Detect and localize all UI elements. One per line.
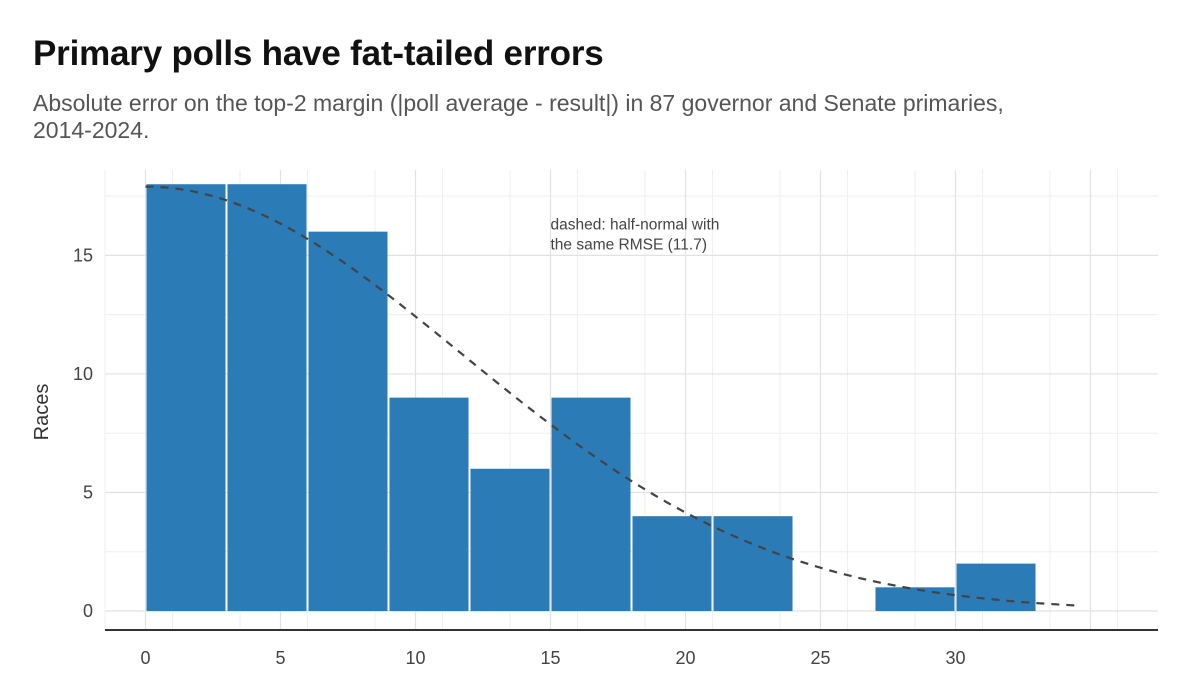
- histogram-bar: [389, 397, 469, 612]
- reference-curve: [145, 185, 1078, 607]
- chart-subtitle: Absolute error on the top-2 margin (|pol…: [33, 90, 1004, 143]
- histogram-bar: [146, 184, 226, 612]
- x-tick-label: 30: [945, 648, 965, 668]
- histogram-bar: [956, 563, 1036, 612]
- x-tick-label: 15: [540, 648, 560, 668]
- histogram-bar: [875, 587, 955, 612]
- half-normal-curve: [145, 185, 1078, 607]
- histogram-bar: [470, 468, 550, 612]
- annotation-line: dashed: half-normal with: [551, 216, 720, 233]
- annotation-line: the same RMSE (11.7): [551, 236, 708, 253]
- x-tick-label: 5: [275, 648, 285, 668]
- histogram-bar: [227, 184, 307, 612]
- x-tick-label: 20: [675, 648, 695, 668]
- x-tick-label: 25: [810, 648, 830, 668]
- y-tick-label: 5: [83, 482, 93, 502]
- x-tick-label: 0: [140, 648, 150, 668]
- histogram-bar: [308, 231, 388, 612]
- histogram-bar: [632, 516, 712, 612]
- y-axis-title: Races: [31, 384, 53, 441]
- x-tick-label: 10: [405, 648, 425, 668]
- annotation: dashed: half-normal with the same RMSE (1…: [551, 216, 720, 253]
- y-tick-label: 0: [83, 601, 93, 621]
- axes: 0 5 10 15 20 25 30 0 5 10 15 Races: [31, 245, 1158, 668]
- chart-title: Primary polls have fat-tailed errors: [33, 34, 604, 73]
- y-tick-label: 10: [73, 364, 93, 384]
- histogram-bar: [551, 397, 631, 612]
- y-tick-label: 15: [73, 245, 93, 265]
- histogram-bar: [713, 516, 793, 612]
- bars: [146, 184, 1036, 612]
